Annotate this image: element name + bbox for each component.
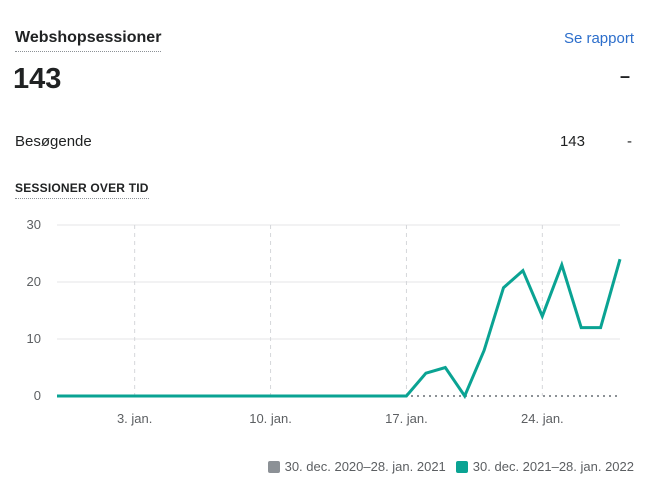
legend-item-current[interactable]: 30. dec. 2021–28. jan. 2022 <box>455 459 634 474</box>
x-tick-label: 24. jan. <box>521 411 564 426</box>
x-tick-label: 3. jan. <box>117 411 152 426</box>
legend-label-previous: 30. dec. 2020–28. jan. 2021 <box>284 459 446 474</box>
legend-swatch-current <box>455 460 468 473</box>
y-tick-label: 30 <box>27 217 41 232</box>
visitors-change: - <box>627 133 632 150</box>
series-line-current <box>57 258 622 400</box>
sessions-line-chart: 0 10 20 30 3. jan. 10. jan. 17. jan. 24. jan. <box>27 217 622 426</box>
legend-item-previous[interactable]: 30. dec. 2020–28. jan. 2021 <box>267 459 446 474</box>
section-title: SESSIONER OVER TID <box>15 181 149 199</box>
see-report-link[interactable]: Se rapport <box>563 30 634 47</box>
visitors-value: 143 <box>559 133 585 150</box>
chart-legend: 30. dec. 2020–28. jan. 2021 30. dec. 202… <box>258 459 634 474</box>
legend-label-current: 30. dec. 2021–28. jan. 2022 <box>472 459 634 474</box>
y-tick-label: 0 <box>34 388 41 403</box>
legend-swatch-previous <box>267 460 280 473</box>
y-tick-label: 10 <box>27 331 41 346</box>
card-title: Webshopsessioner <box>15 29 162 52</box>
x-tick-label: 10. jan. <box>249 411 292 426</box>
visitors-label: Besøgende <box>15 133 92 150</box>
total-sessions-value: 143 <box>13 63 62 95</box>
x-tick-label: 17. jan. <box>385 411 428 426</box>
y-tick-label: 20 <box>27 274 41 289</box>
total-sessions-change: – <box>619 66 630 86</box>
